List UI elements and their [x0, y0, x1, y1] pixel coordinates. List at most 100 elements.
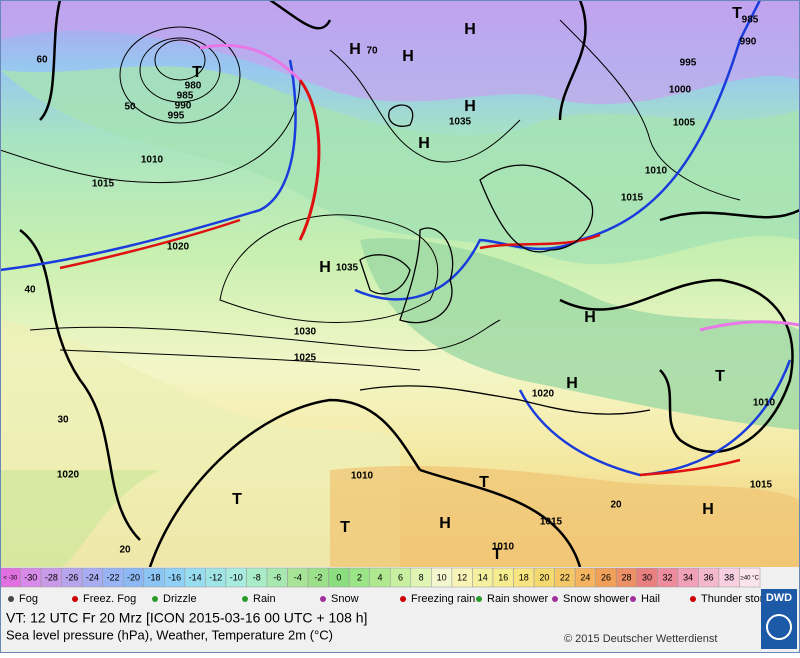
scale-label: -10: [230, 572, 243, 582]
isobar-label: 1020: [532, 389, 555, 400]
isobar-label: 990: [740, 37, 757, 48]
scale-label: -24: [86, 572, 99, 582]
legend-label: Fog: [19, 593, 38, 605]
legend-symbol: [552, 596, 558, 602]
scale-label: -8: [253, 572, 261, 582]
legend-label: Snow: [331, 593, 359, 605]
pressure-center: H: [464, 21, 476, 38]
weather-legend: Fog Freez. Fog Drizzle Rain Snow Freezing rai…: [8, 593, 773, 605]
isobar-label: 1035: [449, 117, 472, 128]
scale-label: 30: [642, 572, 652, 582]
isobar-label: 980: [185, 81, 202, 92]
scale-label: -26: [65, 572, 78, 582]
isobar-label: 1015: [92, 179, 115, 190]
isobar-label: 1035: [336, 263, 359, 274]
scale-label: 26: [601, 572, 611, 582]
scale-label: 34: [683, 572, 693, 582]
scale-label: -18: [148, 572, 161, 582]
legend-symbol: [152, 596, 158, 602]
pressure-center: H: [319, 259, 331, 276]
isobar-label: 70: [366, 46, 378, 57]
legend-label: Snow shower: [563, 593, 629, 605]
scale-label: 12: [457, 572, 467, 582]
legend-symbol: [8, 596, 14, 602]
isobar-label: 60: [36, 55, 48, 66]
pressure-center: T: [340, 519, 350, 536]
pressure-center: T: [192, 64, 202, 81]
copyright: © 2015 Deutscher Wetterdienst: [564, 633, 717, 645]
scale-label: 4: [377, 572, 382, 582]
scale-label: -6: [273, 572, 281, 582]
legend-symbol: [242, 596, 248, 602]
scale-label: -12: [209, 572, 222, 582]
legend-symbol: [630, 596, 636, 602]
scale-label: 28: [621, 572, 631, 582]
pressure-center: T: [479, 474, 489, 491]
legend-label: Freezing rain: [411, 593, 475, 605]
pressure-center: H: [584, 309, 596, 326]
isobar-label: 1005: [673, 118, 696, 129]
pressure-center: H: [439, 515, 451, 532]
legend-symbol: [476, 596, 482, 602]
scale-label: -2: [314, 572, 322, 582]
isobar-label: 1015: [750, 480, 773, 491]
isobar-label: 1015: [621, 193, 644, 204]
legend-label: Rain: [253, 593, 276, 605]
scale-label: -14: [189, 572, 202, 582]
scale-label: 2: [357, 572, 362, 582]
scale-label: 32: [663, 572, 673, 582]
isobar-label: 985: [742, 15, 759, 26]
scale-label: -20: [127, 572, 140, 582]
valid-time: VT: 12 UTC Fr 20 Mrz [ICON 2015-03-16 00…: [6, 610, 367, 626]
scale-label: 8: [419, 572, 424, 582]
pressure-center: T: [232, 491, 242, 508]
isobar-label: 1030: [294, 327, 317, 338]
scale-label: 20: [539, 572, 549, 582]
isobar-label: 1020: [57, 470, 80, 481]
isobar-label: 50: [124, 102, 136, 113]
scale-label: -22: [106, 572, 119, 582]
pressure-center: T: [715, 368, 725, 385]
isobar-label: 30: [57, 415, 69, 426]
legend-symbol: [72, 596, 78, 602]
scale-label: 14: [478, 572, 488, 582]
pressure-center: T: [492, 546, 502, 563]
isobar-label: 1010: [645, 166, 668, 177]
isobar-label: 995: [168, 111, 185, 122]
scale-label: 16: [498, 572, 508, 582]
legend-label: Thunder storm: [701, 593, 773, 605]
pressure-center: H: [702, 501, 714, 518]
scale-label: 38: [724, 572, 734, 582]
pressure-center: H: [349, 41, 361, 58]
scale-label: < -30: [3, 576, 18, 582]
scale-label: ≥40 °C: [741, 576, 760, 582]
logo-icon: [766, 614, 792, 640]
isobar-label: 1020: [167, 242, 190, 253]
isobar-label: 1010: [753, 398, 776, 409]
legend-label: Rain shower: [487, 593, 548, 605]
isobar-label: 1010: [351, 471, 374, 482]
isobar-label: 20: [610, 500, 622, 511]
scale-cell: [739, 567, 761, 588]
scale-label: 0: [336, 572, 341, 582]
isobar-label: 1025: [294, 353, 317, 364]
isobar-label: 40: [24, 285, 36, 296]
map: T980985990995605010101015102040301020201…: [0, 0, 800, 568]
scale-label: 10: [437, 572, 447, 582]
scale-label: -28: [45, 572, 58, 582]
scale-label: 6: [398, 572, 403, 582]
isobar-label: 1000: [669, 85, 692, 96]
pressure-center: H: [464, 98, 476, 115]
scale-label: 24: [580, 572, 590, 582]
legend-symbol: [690, 596, 696, 602]
scale-label: -30: [24, 572, 37, 582]
pressure-center: H: [402, 48, 414, 65]
scale-label: 22: [560, 572, 570, 582]
isobar-label: 1010: [492, 542, 515, 553]
pressure-center: H: [566, 375, 578, 392]
scale-label: 18: [519, 572, 529, 582]
isobar-label: 1010: [141, 155, 164, 166]
isobar-label: 1015: [540, 517, 563, 528]
isobar-label: 20: [119, 545, 131, 556]
